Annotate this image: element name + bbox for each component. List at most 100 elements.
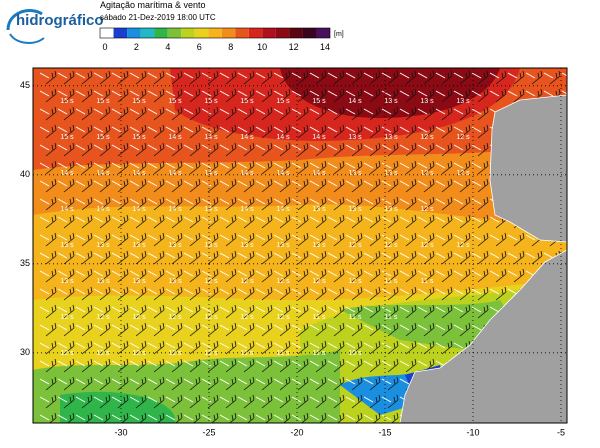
- wind-barb: [261, 250, 273, 265]
- wave-arrow: [345, 324, 356, 331]
- wind-barb: [99, 322, 111, 337]
- wind-barb: [279, 160, 291, 175]
- wave-arrow: [363, 234, 374, 241]
- wind-barb: [171, 214, 183, 229]
- colorbar-swatch: [289, 28, 303, 38]
- wind-barb: [369, 304, 381, 319]
- wind-barb: [279, 88, 291, 103]
- wind-barb: [459, 88, 471, 103]
- wave-arrow: [39, 396, 50, 403]
- period-label: 14 s: [60, 206, 74, 213]
- wave-arrow: [183, 90, 194, 97]
- wind-barb: [207, 268, 219, 283]
- wave-arrow: [309, 90, 320, 97]
- wind-barb: [63, 88, 75, 103]
- wave-arrow: [381, 144, 392, 151]
- wind-barb: [207, 196, 219, 211]
- wave-arrow: [255, 162, 266, 169]
- wave-arrow: [327, 126, 338, 133]
- wave-arrow: [399, 360, 410, 367]
- wind-barb: [279, 124, 291, 139]
- wave-arrow: [57, 252, 68, 259]
- colorbar-label: 14: [320, 42, 330, 52]
- wave-arrow: [201, 342, 212, 349]
- wind-barb: [351, 178, 363, 193]
- wind-barb: [153, 196, 165, 211]
- wind-barb: [171, 124, 183, 139]
- wave-arrow: [417, 108, 428, 115]
- wind-barb: [153, 178, 165, 193]
- wave-arrow: [147, 360, 158, 367]
- wind-barb: [387, 322, 399, 337]
- wave-arrow: [399, 126, 410, 133]
- wind-barb: [99, 286, 111, 301]
- wind-barb: [81, 358, 93, 373]
- period-label: 14 s: [60, 170, 74, 177]
- wind-barb: [351, 232, 363, 247]
- wave-arrow: [543, 72, 554, 79]
- wind-barb: [441, 106, 453, 121]
- wave-arrow: [93, 378, 104, 385]
- wave-arrow: [165, 90, 176, 97]
- wave-arrow: [147, 108, 158, 115]
- wind-barb: [189, 376, 201, 391]
- wind-barb: [261, 232, 273, 247]
- wind-barb: [459, 106, 471, 121]
- wind-barb: [477, 178, 489, 193]
- colorbar-swatch: [167, 28, 182, 38]
- subtitle: sábado 21-Dez-2019 18:00 UTC: [100, 13, 216, 22]
- wind-barb: [153, 286, 165, 301]
- wind-barb: [423, 88, 435, 103]
- wave-arrow: [111, 360, 122, 367]
- wave-arrow: [183, 288, 194, 295]
- wave-arrow: [39, 216, 50, 223]
- wind-barb: [531, 250, 543, 265]
- wind-barb: [369, 88, 381, 103]
- wave-arrow: [165, 126, 176, 133]
- wind-barb: [153, 268, 165, 283]
- wave-arrow: [291, 396, 302, 403]
- wind-barb: [513, 88, 525, 103]
- period-label: 15 s: [276, 98, 290, 105]
- wave-arrow: [111, 198, 122, 205]
- wind-barb: [568, 161, 578, 174]
- wind-barb: [117, 286, 129, 301]
- wind-barb: [81, 196, 93, 211]
- period-label: 12 s: [204, 278, 218, 285]
- wave-arrow: [309, 360, 320, 367]
- wave-arrow: [345, 252, 356, 259]
- wind-barb: [153, 358, 165, 373]
- colorbar-label: 0: [102, 42, 107, 52]
- wind-barb: [477, 88, 489, 103]
- wind-barb: [261, 142, 273, 157]
- wave-arrow: [147, 414, 158, 421]
- wave-arrow: [291, 216, 302, 223]
- wind-barb: [243, 178, 255, 193]
- wave-arrow: [435, 108, 446, 115]
- wind-barb: [391, 412, 399, 423]
- wave-arrow: [453, 72, 464, 79]
- wave-arrow: [381, 72, 392, 79]
- wave-arrow: [309, 180, 320, 187]
- wind-barb: [99, 70, 111, 85]
- wind-barb: [45, 376, 57, 391]
- wind-barb: [477, 142, 489, 157]
- wave-arrow: [345, 180, 356, 187]
- wind-barb: [459, 232, 471, 247]
- wave-arrow: [111, 288, 122, 295]
- wave-arrow: [417, 306, 428, 313]
- wave-arrow: [111, 324, 122, 331]
- lat-tick-label: 45: [20, 80, 30, 90]
- wave-arrow: [417, 234, 428, 241]
- period-label: 12 s: [96, 314, 110, 321]
- wave-arrow: [363, 342, 374, 349]
- wave-arrow: [237, 198, 248, 205]
- wind-barb: [243, 196, 255, 211]
- wave-arrow: [417, 198, 428, 205]
- wave-arrow: [219, 162, 230, 169]
- wave-arrow: [399, 252, 410, 259]
- wind-barb: [117, 214, 129, 229]
- period-label: 11 s: [421, 278, 434, 285]
- wave-arrow: [273, 324, 284, 331]
- wind-barb: [207, 376, 219, 391]
